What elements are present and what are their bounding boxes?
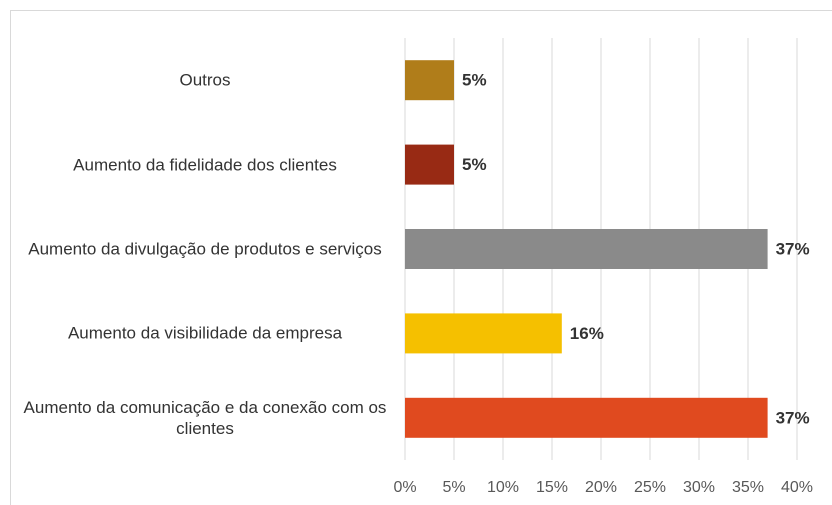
x-tick-label: 35% (732, 479, 764, 496)
bar (405, 229, 768, 269)
value-label: 5% (462, 155, 487, 174)
value-label: 16% (570, 324, 604, 343)
bar (405, 60, 454, 101)
bar (405, 313, 562, 354)
value-label: 37% (776, 408, 810, 427)
value-label: 37% (776, 239, 810, 258)
bar (405, 144, 454, 185)
x-tick-label: 5% (442, 479, 465, 496)
y-tick-label: Aumento da fidelidade dos clientes (73, 155, 337, 175)
y-tick-label: Aumento da visibilidade da empresa (67, 323, 343, 343)
x-tick-label: 15% (536, 479, 568, 496)
value-label: 5% (462, 71, 487, 90)
x-tick-label: 25% (634, 479, 666, 496)
x-tick-label: 0% (393, 479, 416, 496)
x-tick-label: 30% (683, 479, 715, 496)
y-tick-label: Aumento da comunicação e da conexão com … (23, 397, 387, 438)
bar (405, 397, 768, 438)
y-tick-label: Aumento da divulgação de produtos e serv… (28, 239, 382, 259)
chart-border (10, 10, 832, 505)
y-tick-label: Outros (179, 70, 231, 90)
x-tick-label: 40% (781, 479, 813, 496)
x-tick-label: 10% (487, 479, 519, 496)
x-tick-label: 20% (585, 479, 617, 496)
